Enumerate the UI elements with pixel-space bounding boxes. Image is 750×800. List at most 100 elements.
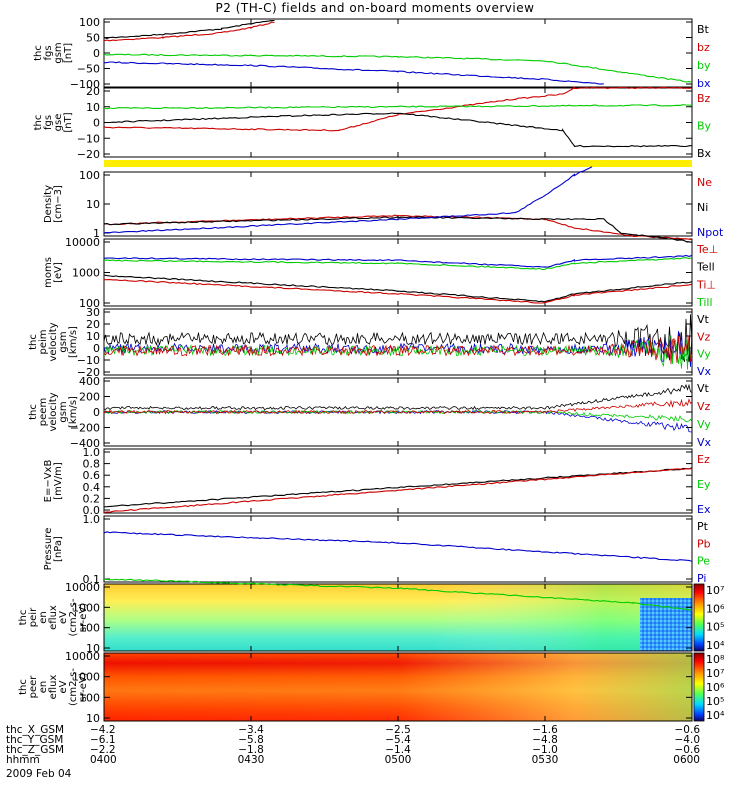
ephem-value: 0400 xyxy=(90,754,117,766)
ylabel-line: [mV/m] xyxy=(53,462,64,500)
ytick-label: 20 xyxy=(86,85,100,98)
elec-vx-trace xyxy=(104,409,692,433)
legend-Vt: Vt xyxy=(697,382,710,395)
legend-Vx: Vx xyxy=(697,365,712,378)
elec-spectrogram-overlay xyxy=(104,653,692,721)
series-pressure-Pb xyxy=(104,467,692,514)
legend-Bx: Bx xyxy=(697,147,712,160)
ylabel-line: gsm xyxy=(58,401,69,422)
colorbar-label: 10⁸ xyxy=(706,653,725,666)
ytick-label: −20 xyxy=(77,366,100,379)
legend-Pi: Pi xyxy=(697,572,706,585)
panel-frame-pressure xyxy=(103,515,693,583)
ylabel-line: sr-eV) xyxy=(78,603,89,632)
ephem-value: −4.8 xyxy=(532,734,558,746)
legend-Ni: Ni xyxy=(697,201,708,214)
panel-frame-efield xyxy=(103,448,693,514)
ephem-value: −2.2 xyxy=(90,744,116,756)
ytick-label: −20 xyxy=(77,148,100,161)
legend-Vy: Vy xyxy=(697,418,711,431)
ylabel-line: [nT] xyxy=(63,112,74,132)
ephem-label: thc_X_GSM xyxy=(6,724,64,736)
ephem-value: 0600 xyxy=(673,754,700,766)
ytick-label: 30 xyxy=(86,306,100,319)
ytick-label: 10 xyxy=(86,330,100,343)
ytick-label: 0.4 xyxy=(83,481,101,494)
ylabel-line: [eV] xyxy=(53,262,64,283)
ephem-label: thc_Z_GSM xyxy=(6,744,64,756)
colorbar-elec-spec xyxy=(693,652,705,722)
legend-Vx: Vx xyxy=(697,436,712,449)
ytick-label: 100 xyxy=(79,16,100,29)
ytick-label: −10 xyxy=(77,132,100,145)
quality-flag-bar xyxy=(104,160,692,167)
ytick-label: 1.0 xyxy=(83,446,101,459)
series-pressure-Pt xyxy=(104,467,692,508)
ion-vt-trace xyxy=(104,314,692,363)
ephem-value: −0.6 xyxy=(675,744,701,756)
colorbar-label: 10⁵ xyxy=(706,695,724,708)
series-density-Npot xyxy=(104,166,593,234)
ylabel-line: eflux xyxy=(48,605,59,630)
marks-layer xyxy=(104,19,692,611)
ylabel-line: peir xyxy=(28,607,39,627)
legend-Pe: Pe xyxy=(697,555,710,568)
panel-frame-fgs-gsm xyxy=(103,18,693,88)
legend-Ne: Ne xyxy=(697,176,712,189)
series-fgs-gsm-bz xyxy=(104,21,275,42)
date-label: 2009 Feb 04 xyxy=(6,768,72,780)
ylabel-line: velocity xyxy=(48,322,59,361)
ytick-label: 10 xyxy=(86,198,100,211)
ylabel-line: gsm xyxy=(58,331,69,352)
ylabel-line: thc xyxy=(33,115,44,131)
ephem-value: −3.4 xyxy=(238,724,264,736)
colorbar-label: 10⁷ xyxy=(706,667,724,680)
legend-Te⊥: Te⊥ xyxy=(696,243,718,256)
ytick-label: 0 xyxy=(93,47,100,60)
legend-Pb: Pb xyxy=(697,537,711,550)
series-temp-Till xyxy=(104,256,692,271)
ylabel-line: fgs xyxy=(43,115,54,130)
ylabel-line: fgs xyxy=(43,45,54,60)
ylabel-line: eV xyxy=(58,680,69,693)
series-fgs-gsm-bx xyxy=(104,61,604,85)
series-temp-Te⊥ xyxy=(104,279,692,304)
ytick-label: 0 xyxy=(93,342,100,355)
colorbar-label: 10⁵ xyxy=(706,621,724,634)
legend-Ti⊥: Ti⊥ xyxy=(696,278,716,291)
ytick-label: 1.0 xyxy=(83,513,101,526)
ylabel-line: [nT] xyxy=(63,43,74,63)
ephem-value: 0500 xyxy=(385,754,412,766)
ion-vy-trace xyxy=(104,335,692,370)
ylabel-line: [nPa] xyxy=(53,536,64,562)
ytick-label: 1000 xyxy=(72,671,100,684)
panel-frame-velocity-ions xyxy=(103,308,693,376)
ephem-value: −5.8 xyxy=(238,734,264,746)
colorbar-ion-spec xyxy=(693,583,705,652)
ylabel-line: thc xyxy=(28,404,39,420)
ylabel-line: Pressure xyxy=(43,528,54,571)
ephem-value: −5.4 xyxy=(385,734,411,746)
ylabel-line: gse xyxy=(53,114,64,132)
ylabel-line: Density xyxy=(43,185,54,223)
legend-Ex: Ex xyxy=(697,503,711,516)
ytick-label: −50 xyxy=(77,63,100,76)
ytick-label: 50 xyxy=(86,32,100,45)
ylabel-line: thc xyxy=(33,45,44,61)
colorbar-label: 10⁷ xyxy=(706,584,724,597)
ytick-label: 10 xyxy=(86,101,100,114)
series-pressure-Pe xyxy=(104,578,692,611)
ion-spectrogram-overlay xyxy=(104,584,692,651)
ytick-label: 1000 xyxy=(72,267,100,280)
ylabel-line: (cm2-s- xyxy=(68,668,79,706)
ylabel-line: thc xyxy=(18,610,29,626)
ephem-value: −0.6 xyxy=(675,724,701,736)
colorbar-label: 10⁴ xyxy=(706,639,725,652)
colorbar-label: 10⁴ xyxy=(706,709,725,722)
legend-Ez: Ez xyxy=(697,453,710,466)
series-density-Ni xyxy=(104,216,692,243)
ephem-label: hhmm xyxy=(6,754,40,766)
ylabel-line: [cm−3] xyxy=(53,185,64,223)
